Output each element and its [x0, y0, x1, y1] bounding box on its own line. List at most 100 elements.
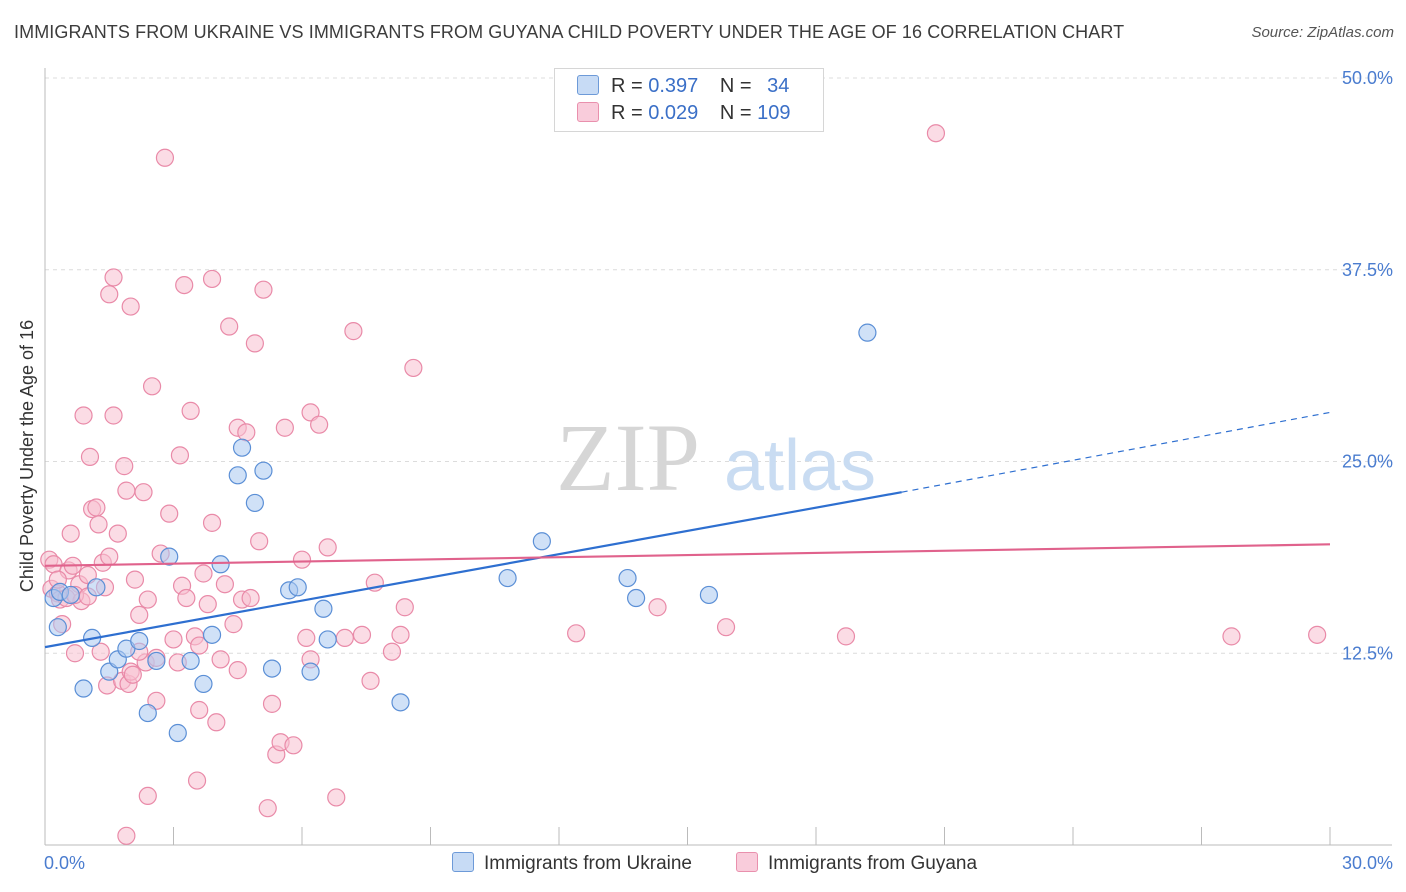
grid-lines [45, 77, 1392, 654]
guyana-point-58 [220, 317, 239, 336]
axes [44, 68, 1392, 846]
x-tick-label-0: 0.0% [44, 853, 85, 873]
guyana-point-14 [78, 565, 97, 585]
guyana-point-15 [80, 447, 100, 466]
guyana-point-17 [87, 498, 106, 517]
ukraine-point-22 [254, 461, 273, 480]
ukraine-point-29 [391, 693, 410, 712]
ukraine-trend-extension [901, 411, 1331, 493]
guyana-n-label: N = [719, 102, 752, 124]
ukraine-point-31 [532, 532, 551, 551]
guyana-point-48 [181, 401, 200, 420]
guyana-point-42 [164, 630, 183, 649]
guyana-point-90 [121, 297, 140, 316]
guyana-point-87 [404, 358, 423, 378]
guyana-point-71 [275, 418, 294, 437]
ukraine-point-11 [138, 703, 157, 723]
guyana-point-62 [237, 423, 256, 442]
guyana-point-76 [310, 415, 329, 434]
ukraine-points [44, 323, 877, 743]
ukraine-r-label: R = [611, 75, 643, 97]
guyana-point-56 [211, 650, 230, 669]
guyana-point-34 [134, 483, 153, 502]
guyana-n-value: 109 [757, 102, 791, 124]
ukraine-r-value: 0.397 [648, 75, 699, 97]
watermark: ZIP atlas [556, 404, 876, 511]
ukraine-point-35 [858, 323, 877, 342]
ukraine-point-26 [301, 662, 320, 681]
guyana-point-95 [648, 598, 667, 617]
y-tick-label-1: 25.0% [1342, 452, 1393, 472]
guyana-point-8 [61, 524, 80, 543]
guyana-point-100 [926, 124, 946, 143]
source-label: Source: ZipAtlas.com [1251, 24, 1394, 41]
guyana-point-91 [138, 786, 157, 806]
legend-row-ukraine: R = 0.397 N = 34 [577, 75, 789, 99]
guyana-point-25 [108, 524, 127, 543]
guyana-point-54 [202, 513, 222, 532]
guyana-point-80 [344, 322, 363, 341]
ukraine-point-21 [245, 493, 264, 513]
guyana-point-50 [187, 771, 207, 790]
y-tick-label-3: 50.0% [1342, 68, 1393, 88]
ukraine-n-value: 34 [767, 75, 790, 97]
guyana-point-93 [190, 636, 209, 655]
ukraine-point-19 [228, 466, 247, 485]
guyana-point-89 [104, 268, 123, 287]
ukraine-point-14 [168, 723, 187, 743]
bottom-guyana-label: Immigrants from Guyana [768, 853, 978, 874]
y-tick-label-0: 12.5% [1342, 643, 1393, 663]
guyana-point-84 [382, 642, 402, 661]
ukraine-point-4 [74, 679, 93, 698]
ukraine-point-32 [618, 568, 637, 588]
ukraine-point-15 [181, 651, 200, 671]
ukraine-point-12 [147, 651, 166, 671]
ukraine-point-18 [211, 555, 230, 574]
y-axis-label: Child Poverty Under the Age of 16 [17, 320, 37, 592]
ukraine-n-label: N = [719, 75, 752, 97]
bottom-legend-guyana: Immigrants from Guyana [736, 852, 977, 875]
chart-title: IMMIGRANTS FROM UKRAINE VS IMMIGRANTS FR… [14, 22, 1125, 42]
y-tick-label-2: 37.5% [1342, 260, 1393, 280]
guyana-point-73 [292, 550, 312, 569]
bottom-guyana-swatch [736, 852, 758, 872]
ukraine-trend-line [44, 491, 902, 649]
ukraine-point-33 [626, 588, 646, 608]
stats-legend: R = 0.397 N = 34 R = 0.029 N = 109 [554, 68, 824, 132]
guyana-point-38 [147, 691, 166, 710]
ukraine-point-13 [160, 547, 179, 566]
guyana-point-99 [1308, 625, 1327, 644]
guyana-point-67 [258, 799, 277, 818]
guyana-point-31 [123, 665, 142, 684]
trend-lines [44, 411, 1331, 649]
tick-labels: 12.5% 25.0% 37.5% 50.0% 0.0% 30.0% [44, 68, 1393, 873]
ukraine-swatch [577, 75, 599, 95]
ukraine-point-28 [318, 630, 337, 649]
guyana-point-32 [125, 570, 145, 589]
guyana-point-79 [335, 628, 354, 648]
guyana-point-94 [202, 269, 222, 289]
guyana-point-41 [160, 504, 179, 523]
guyana-point-37 [142, 377, 162, 396]
ukraine-point-17 [202, 625, 222, 644]
ukraine-point-23 [262, 659, 282, 678]
guyana-point-64 [245, 334, 264, 353]
guyana-point-13 [74, 406, 93, 425]
guyana-point-97 [836, 627, 856, 646]
guyana-trend-line [44, 543, 1331, 567]
guyana-point-101 [567, 624, 586, 643]
legend-row-guyana: R = 0.029 N = 109 [577, 102, 791, 126]
guyana-point-75 [301, 403, 320, 422]
ukraine-point-16 [194, 674, 213, 694]
ukraine-point-34 [699, 585, 719, 605]
guyana-point-66 [254, 280, 273, 299]
guyana-point-28 [117, 481, 136, 500]
guyana-point-72 [284, 736, 303, 755]
guyana-point-10 [65, 644, 85, 663]
guyana-point-82 [361, 671, 380, 690]
guyana-point-40 [155, 148, 175, 167]
guyana-point-107 [228, 661, 247, 680]
bottom-ukraine-label: Immigrants from Ukraine [484, 853, 692, 874]
guyana-point-86 [395, 598, 414, 617]
